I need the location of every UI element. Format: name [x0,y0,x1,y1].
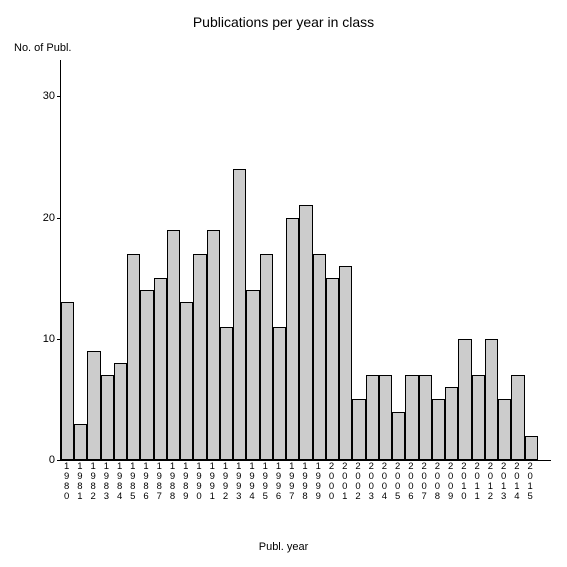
x-tick-label: 2001 [338,462,351,502]
bar [101,375,114,460]
x-tick-label: 1981 [73,462,86,502]
x-tick-label: 1999 [312,462,325,502]
y-tick-label: 0 [31,454,55,466]
y-tick-mark [57,218,61,219]
bar [180,302,193,460]
x-tick-label: 2002 [351,462,364,502]
bar [352,399,365,460]
x-tick-label: 2000 [325,462,338,502]
x-tick-label: 1991 [206,462,219,502]
bar [445,387,458,460]
x-tick-label: 2015 [524,462,537,502]
bar [273,327,286,460]
x-tick-label: 2010 [457,462,470,502]
bar [432,399,445,460]
bar [472,375,485,460]
bar [207,230,220,460]
bar [326,278,339,460]
x-tick-label: 1994 [245,462,258,502]
x-tick-label: 1996 [272,462,285,502]
x-tick-label: 2004 [378,462,391,502]
x-tick-label: 2014 [510,462,523,502]
y-tick-label: 30 [31,90,55,102]
bar [392,412,405,460]
bar [405,375,418,460]
x-tick-label: 1990 [192,462,205,502]
bar [114,363,127,460]
x-tick-label: 2006 [404,462,417,502]
x-axis-label: Publ. year [0,541,567,553]
plot-area: 0102030 [60,60,551,461]
x-tick-label: 1989 [179,462,192,502]
x-tick-label: 2012 [484,462,497,502]
bar [339,266,352,460]
bar [220,327,233,460]
x-tick-label: 1984 [113,462,126,502]
x-tick-label: 2009 [444,462,457,502]
bar [458,339,471,460]
x-tick-label: 2005 [391,462,404,502]
x-tick-label: 2011 [471,462,484,502]
bar [525,436,538,460]
bar [246,290,259,460]
bar [233,169,246,460]
bar [379,375,392,460]
x-tick-label: 2013 [497,462,510,502]
x-tick-label: 1998 [298,462,311,502]
bar [511,375,524,460]
x-tick-label: 1980 [60,462,73,502]
bar [61,302,74,460]
x-tick-label: 1988 [166,462,179,502]
y-axis-label: No. of Publ. [14,42,71,54]
x-tick-label: 2007 [418,462,431,502]
x-tick-label: 1995 [259,462,272,502]
x-axis-ticks: 1980198119821983198419851986198719881989… [60,462,550,522]
x-tick-label: 1987 [153,462,166,502]
bar [74,424,87,460]
bar [140,290,153,460]
y-tick-mark [57,460,61,461]
x-tick-label: 1993 [232,462,245,502]
chart-title: Publications per year in class [0,14,567,30]
y-tick-label: 20 [31,212,55,224]
bar [419,375,432,460]
x-tick-label: 1982 [86,462,99,502]
x-tick-label: 2008 [431,462,444,502]
y-tick-label: 10 [31,333,55,345]
bar [313,254,326,460]
bar [154,278,167,460]
x-tick-label: 1992 [219,462,232,502]
x-tick-label: 2003 [365,462,378,502]
bar [485,339,498,460]
x-tick-label: 1983 [100,462,113,502]
bar [167,230,180,460]
bar [299,205,312,460]
bar [498,399,511,460]
chart-container: Publications per year in class No. of Pu… [0,0,567,567]
bar [87,351,100,460]
bar [260,254,273,460]
x-tick-label: 1986 [139,462,152,502]
x-tick-label: 1997 [285,462,298,502]
x-tick-label: 1985 [126,462,139,502]
bar [193,254,206,460]
bar [366,375,379,460]
y-tick-mark [57,96,61,97]
bar [127,254,140,460]
bar [286,218,299,460]
